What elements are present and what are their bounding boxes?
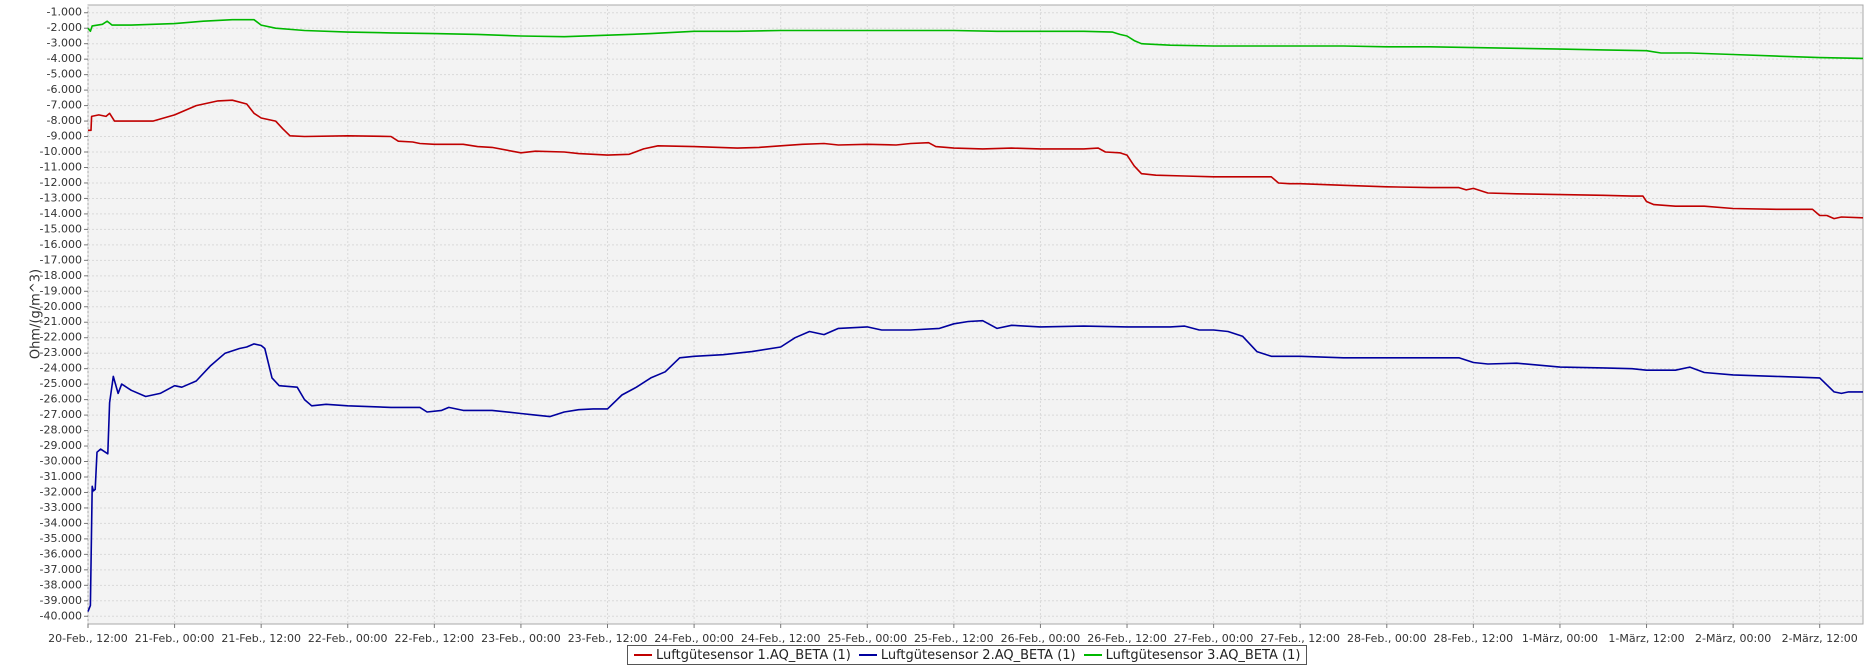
- series-line-sensor-3: [87, 18, 1864, 60]
- y-tick-label: -28.000: [40, 424, 82, 437]
- x-tick-label: 2-März, 00:00: [1695, 632, 1771, 645]
- x-tick-label: 26-Feb., 00:00: [1001, 632, 1081, 645]
- x-tick-label: 1-März, 12:00: [1608, 632, 1684, 645]
- x-axis: 20-Feb., 12:00 21-Feb., 00:00 21-Feb., 12:…: [48, 624, 1858, 645]
- y-tick-label: -26.000: [40, 393, 82, 406]
- x-tick-label: 25-Feb., 12:00: [914, 632, 994, 645]
- legend-item-sensor-2: Luftgütesensor 2.AQ_BETA (1): [858, 647, 1076, 663]
- x-tick-label: 28-Feb., 00:00: [1347, 632, 1427, 645]
- y-tick-label: -19.000: [40, 284, 82, 297]
- legend-swatch-sensor-3: [1083, 654, 1102, 656]
- legend-item-sensor-1: Luftgütesensor 1.AQ_BETA (1): [634, 648, 851, 663]
- y-tick-label: -29.000: [40, 439, 82, 452]
- y-tick-label: -13.000: [40, 191, 82, 204]
- y-tick-label: -22.000: [40, 331, 82, 344]
- y-tick-label: -40.000: [40, 609, 82, 622]
- y-tick-label: -17.000: [40, 253, 82, 266]
- x-tick-label: 21-Feb., 00:00: [135, 632, 215, 645]
- y-tick-label: -24.000: [40, 362, 82, 375]
- y-tick-label: -35.000: [40, 532, 82, 545]
- x-tick-label: 27-Feb., 12:00: [1260, 632, 1340, 645]
- y-tick-label: -20.000: [40, 300, 82, 313]
- y-tick-label: -38.000: [40, 578, 82, 591]
- x-tick-label: 27-Feb., 00:00: [1174, 632, 1254, 645]
- series-line-sensor-1: [88, 99, 1864, 220]
- y-tick-label: -16.000: [40, 238, 82, 251]
- y-tick-label: -9.000: [47, 130, 82, 143]
- y-tick-label: -31.000: [40, 470, 82, 483]
- y-tick-label: -8.000: [47, 114, 82, 127]
- y-tick-label: -1.000: [47, 6, 82, 19]
- x-tick-label: 25-Feb., 00:00: [827, 632, 907, 645]
- y-tick-label: -2.000: [47, 21, 82, 34]
- grid-lines: [87, 5, 1863, 624]
- y-tick-label: -7.000: [47, 99, 82, 112]
- x-tick-label: 23-Feb., 12:00: [568, 632, 648, 645]
- y-tick-label: -33.000: [40, 501, 82, 514]
- x-tick-label: 24-Feb., 00:00: [654, 632, 734, 645]
- y-tick-label: -25.000: [40, 377, 82, 390]
- plot-background: [87, 4, 1864, 625]
- y-tick-label: -30.000: [40, 455, 82, 468]
- x-tick-label: 1-März, 00:00: [1522, 632, 1598, 645]
- legend-swatch-sensor-1: [634, 654, 652, 656]
- legend: Luftgütesensor 1.AQ_BETA (1) Luftgütesen…: [627, 645, 1308, 665]
- y-tick-label: -3.000: [47, 37, 82, 50]
- legend-swatch-sensor-2: [858, 654, 877, 656]
- x-tick-label: 28-Feb., 12:00: [1434, 632, 1514, 645]
- y-tick-label: -14.000: [40, 207, 82, 220]
- x-tick-label: 22-Feb., 12:00: [395, 632, 475, 645]
- x-tick-label: 26-Feb., 12:00: [1087, 632, 1167, 645]
- y-tick-label: -32.000: [40, 485, 82, 498]
- y-tick-label: -10.000: [40, 145, 82, 158]
- legend-label-sensor-1: Luftgütesensor 1.AQ_BETA (1): [656, 647, 851, 663]
- y-tick-label: -37.000: [40, 563, 82, 576]
- y-tick-label: -23.000: [40, 346, 82, 359]
- y-tick-label: -5.000: [47, 68, 82, 81]
- y-tick-label: -6.000: [47, 83, 82, 96]
- legend-label-sensor-2: Luftgütesensor 2.AQ_BETA (1): [880, 647, 1076, 663]
- x-tick-label: 24-Feb., 12:00: [741, 632, 821, 645]
- y-tick-label: -21.000: [40, 315, 82, 328]
- y-tick-label: -11.000: [40, 160, 82, 173]
- y-tick-label: -27.000: [40, 408, 82, 421]
- x-tick-label: 20-Feb., 12:00: [48, 632, 128, 645]
- x-tick-label: 21-Feb., 12:00: [221, 632, 301, 645]
- y-axis-label: Ohm/(g/m^3): [29, 269, 44, 359]
- legend-item-sensor-3: Luftgütesensor 3.AQ_BETA (1): [1083, 647, 1301, 663]
- y-tick-label: -18.000: [40, 269, 82, 282]
- x-tick-label: 23-Feb., 00:00: [481, 632, 561, 645]
- y-tick-label: -34.000: [40, 516, 82, 529]
- legend-label-sensor-3: Luftgütesensor 3.AQ_BETA (1): [1105, 647, 1301, 663]
- y-axis: -1.000 -2.000 -3.000 -4.000 -5.000 -6.000 -7.0…: [40, 6, 88, 622]
- series-line-sensor-2: [87, 319, 1863, 612]
- series-lines: [87, 18, 1864, 612]
- y-tick-label: -15.000: [40, 222, 82, 235]
- y-tick-label: -36.000: [40, 547, 82, 560]
- y-tick-label: -39.000: [40, 594, 82, 607]
- y-tick-label: -12.000: [40, 176, 82, 189]
- x-tick-label: 22-Feb., 00:00: [308, 632, 388, 645]
- x-tick-label: 2-März, 12:00: [1782, 632, 1858, 645]
- y-tick-label: -4.000: [47, 52, 82, 65]
